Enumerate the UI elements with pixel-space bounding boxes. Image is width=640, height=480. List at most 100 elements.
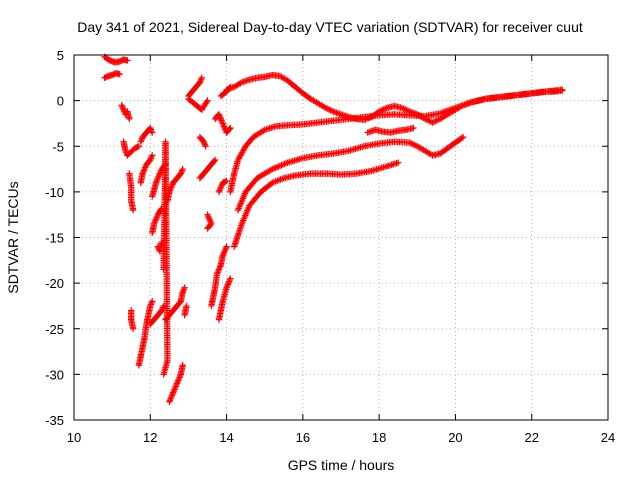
data-point [223,284,230,291]
data-point [224,281,232,288]
data-point [211,156,219,164]
data-point [147,156,154,164]
data-point [152,217,159,224]
series-track-l [148,161,169,200]
data-point [197,76,205,83]
x-tick-label: 20 [448,430,462,445]
data-point [215,188,223,196]
data-point [167,185,174,193]
data-point [140,167,148,174]
data-point [179,362,186,369]
data-point [411,141,418,148]
data-point [175,377,182,384]
data-point [174,378,181,386]
data-point [220,251,227,258]
series-track-w [204,211,215,232]
data-point [148,153,155,161]
data-point [395,159,402,166]
series-track-n [160,138,171,378]
data-point [327,106,334,114]
data-point [217,114,224,121]
data-point [180,287,187,294]
data-point [206,216,213,223]
series-track-ab [215,275,234,323]
series-track-p [166,362,186,405]
series-track-h [137,124,156,145]
data-point [328,107,336,115]
series-track-y [211,111,234,136]
series-track-v [196,156,219,182]
data-point [151,219,158,226]
data-point [147,124,154,132]
data-point [219,120,226,127]
x-tick-label: 24 [601,430,615,445]
series-track-r [181,302,190,319]
data-point [168,184,175,191]
data-point [168,393,175,401]
data-point [124,57,131,64]
data-point [152,179,160,186]
series-track-ac [223,71,566,126]
data-point [426,117,433,125]
data-point [205,214,212,221]
data-point [119,105,127,112]
data-point [410,124,417,132]
data-point [275,163,282,170]
data-point [118,101,125,109]
series-track-ae [234,133,467,214]
data-point [217,263,224,270]
data-point [177,170,184,177]
data-point [135,143,143,150]
data-point [380,106,387,113]
x-tick-label: 22 [524,430,538,445]
data-point [154,176,161,183]
data-point [175,375,183,383]
data-point [129,325,137,332]
x-tick-label: 16 [296,430,310,445]
data-point [153,178,160,185]
data-point [204,97,211,104]
x-tick-label: 14 [219,430,233,445]
data-point [398,104,406,112]
data-point [160,371,167,378]
data-point [219,252,226,259]
data-point [200,138,207,145]
data-point [220,123,228,130]
data-point [178,168,185,176]
data-point [459,133,467,141]
data-point [272,164,279,171]
data-point [282,160,290,167]
series-track-o [162,284,188,323]
data-point [218,182,225,189]
data-point [204,225,211,232]
data-point [167,395,174,402]
series-track-g [137,152,156,186]
data-point [215,111,223,118]
data-point [210,157,218,165]
data-point [180,286,188,293]
x-axis-label: GPS time / hours [288,457,395,473]
data-point [432,117,439,125]
data-point [138,136,145,144]
data-point [139,170,146,177]
data-point [183,302,190,310]
data-point [173,381,180,389]
data-point [168,392,176,399]
data-point [166,188,173,196]
data-point [173,380,181,387]
data-point [122,147,129,155]
data-point [148,127,155,135]
series-track-u [196,133,209,150]
y-tick-label: 0 [57,94,64,109]
data-point [215,267,222,275]
series-track-e [126,170,137,214]
data-point [172,383,179,390]
data-point [226,276,233,284]
data-point [201,140,208,147]
series-track-d [120,138,143,159]
data-point [559,86,566,93]
y-axis-label: SDTVAR / TECUs [5,181,21,293]
data-point [217,184,225,191]
